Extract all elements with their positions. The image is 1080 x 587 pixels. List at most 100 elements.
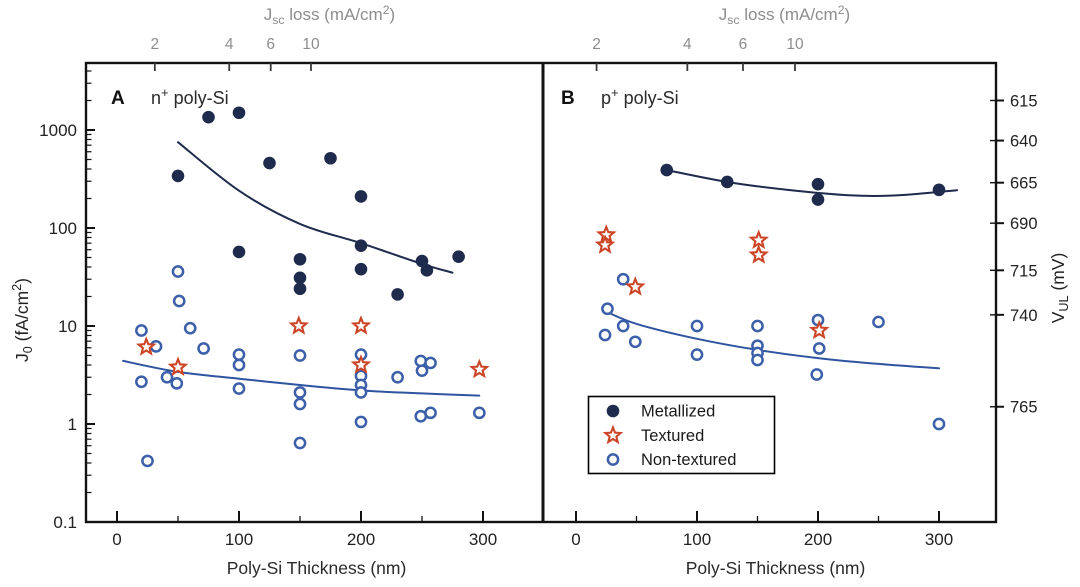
panel-subtitle: n+ poly-Si (151, 85, 229, 108)
legend-item-non-textured: Non-textured (606, 451, 736, 469)
legend-item-textured: Textured (602, 424, 704, 445)
non-textured-point (172, 294, 186, 308)
metallized-point (232, 245, 246, 259)
vul-tick-label: 640 (1010, 133, 1038, 151)
panel-subtitle: p+ poly-Si (601, 85, 679, 108)
textured-point (594, 234, 616, 254)
textured-point (288, 315, 310, 335)
non-textured-point (293, 386, 307, 399)
non-textured-point (171, 265, 185, 278)
non-textured-point (424, 406, 437, 420)
panel-b: 0 100 200 300 Poly-Si Thickness (nm) 2 4 6 10 Jsc… (561, 3, 959, 578)
y-axis-right: 615 640 665 690 715 740 765 (990, 92, 1038, 417)
metallized-point (232, 106, 246, 120)
jsc-tick-label: 2 (151, 36, 160, 53)
metallized-point (811, 193, 825, 206)
top-axis-a: 2 4 6 10 Jsc loss (mA/cm2) (151, 3, 395, 71)
textured-point (135, 336, 157, 356)
metallized-point (660, 163, 674, 177)
x-tick-label: 300 (925, 530, 953, 549)
vul-tick-label: 715 (1010, 262, 1038, 280)
textured-point (748, 229, 770, 250)
non-textured-point (135, 375, 148, 389)
frame-border (84, 61, 998, 524)
top-axis-title: Jsc loss (mA/cm2) (264, 3, 395, 27)
metallized-point (293, 271, 307, 285)
metallized-point (171, 169, 185, 183)
non-textured-point (232, 348, 246, 362)
legend-label: Textured (641, 427, 704, 445)
non-textured-point (135, 324, 148, 337)
textured-point (469, 358, 490, 379)
y-axis-left: 1000 100 10 1 0.1 (39, 70, 95, 532)
non-textured-point (598, 328, 612, 342)
series-textured (135, 315, 490, 379)
jsc-tick-label: 4 (683, 36, 692, 53)
metallized-point (354, 190, 368, 203)
non-textured-point (354, 386, 368, 399)
metallized-point (324, 151, 337, 165)
jsc-tick-label: 6 (266, 36, 275, 53)
textured-point (808, 319, 830, 340)
non-textured-point (751, 319, 764, 333)
top-axis-b: 2 4 6 10 Jsc loss (mA/cm2) (592, 3, 850, 71)
vul-tick-label: 765 (1010, 399, 1038, 417)
metallized-point (420, 264, 434, 277)
non-textured-point (197, 342, 210, 355)
metallized-point (452, 250, 465, 263)
metallized-point (202, 110, 215, 124)
legend: Metallized Textured Non-textured (587, 395, 776, 475)
y-axis-left-title: J0 (fA/cm2) (10, 278, 35, 362)
vul-tick-label: 665 (1010, 175, 1038, 193)
non-textured-point (628, 335, 642, 349)
legend-marker-textured (602, 424, 624, 445)
textured-point (350, 354, 372, 374)
jsc-tick-label: 4 (225, 36, 234, 53)
non-textured-point (391, 370, 404, 384)
x-axis-title: Poly-Si Thickness (nm) (686, 558, 866, 578)
non-textured-point (601, 302, 614, 316)
series-non-textured (598, 272, 946, 431)
non-textured-point (812, 342, 826, 355)
x-tick-label: 300 (469, 530, 497, 549)
textured-point (624, 276, 646, 296)
y-axis-right-title: VUL (mV) (1048, 253, 1071, 324)
x-tick-label: 0 (112, 530, 121, 549)
vul-tick-label: 740 (1010, 307, 1038, 325)
metallized-point (811, 177, 825, 191)
jsc-tick-label: 2 (592, 36, 601, 53)
non-textured-point (293, 349, 307, 362)
series-textured (594, 224, 830, 340)
x-axis-a: 0 100 200 300 Poly-Si Thickness (nm) (112, 511, 497, 578)
non-textured-point (183, 321, 197, 335)
jsc-tick-label: 10 (786, 36, 804, 53)
x-axis-title: Poly-Si Thickness (nm) (227, 558, 407, 578)
non-textured-point (616, 272, 630, 286)
non-textured-point (415, 364, 429, 378)
non-textured-point (690, 348, 704, 362)
metallized-point (354, 239, 368, 252)
non-textured-point (751, 353, 764, 367)
metallized-point (354, 262, 368, 276)
series-metallized (171, 106, 465, 301)
vul-tick-label: 690 (1010, 215, 1038, 233)
non-textured-point (293, 397, 307, 411)
non-textured-point (354, 415, 368, 429)
series-non-textured (135, 265, 486, 468)
jsc-tick-label: 10 (302, 36, 320, 53)
x-tick-label: 200 (347, 530, 375, 549)
jsc-tick-label: 6 (739, 36, 748, 53)
non-textured-point (810, 368, 824, 381)
legend-item-metallized: Metallized (606, 403, 715, 421)
metallized-point (932, 183, 946, 197)
non-textured-point (424, 356, 437, 370)
non-textured-point (293, 436, 307, 450)
non-textured-point (170, 376, 184, 390)
plot-frame (84, 61, 998, 524)
non-textured-point (141, 454, 154, 468)
y-tick-label: 1000 (39, 121, 77, 140)
legend-marker-metallized (606, 404, 620, 418)
